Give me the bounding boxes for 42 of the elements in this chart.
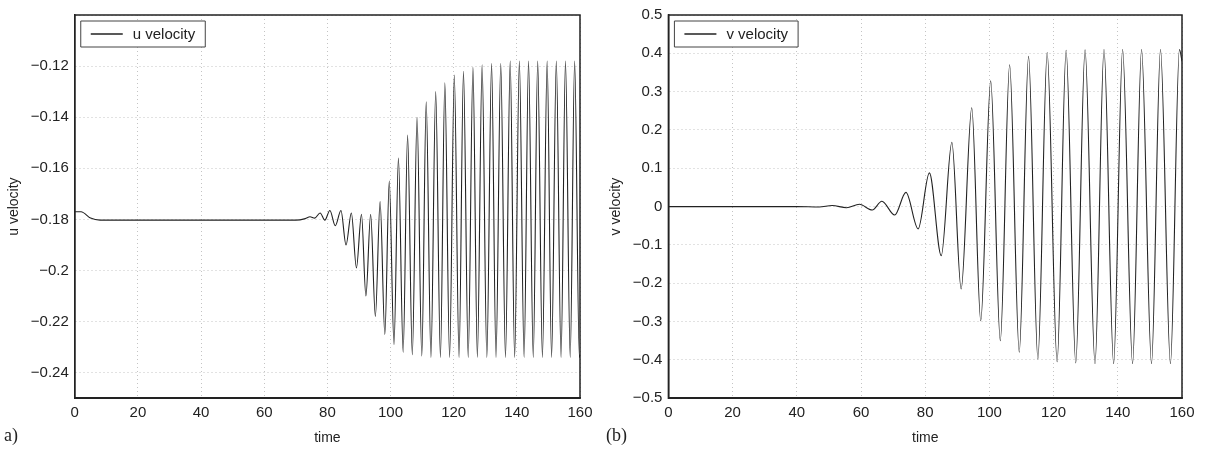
y-tick-label: −0.12 [30,56,69,74]
y-tick-label: −0.24 [30,362,69,380]
x-tick-label: 140 [504,403,530,421]
y-axis-title: v velocity [607,177,624,236]
y-tick-label: 0.3 [641,81,663,99]
x-tick-label: 40 [788,403,806,421]
y-tick-label: 0.5 [641,5,663,23]
y-tick-label: 0.1 [641,158,663,176]
y-tick-label: 0.4 [641,43,663,61]
text: a) [4,424,18,446]
x-tick-label: 120 [441,403,467,421]
y-tick-label: 0.2 [641,120,663,138]
x-tick-label: 140 [1105,403,1131,421]
x-tick-label: 60 [255,403,273,421]
y-tick-label: −0.22 [30,311,69,329]
y-axis-title: u velocity [5,177,22,236]
x-tick-label: 20 [724,403,741,421]
y-tick-label: −0.2 [39,260,69,278]
y-tick-label: −0.14 [30,107,69,125]
x-tick-label: 100 [378,403,404,421]
x-tick-label: 160 [567,403,593,421]
legend-label: v velocity [726,25,789,43]
x-tick-label: 60 [852,403,870,421]
y-tick-label: −0.3 [632,311,663,329]
x-tick-label: 100 [976,403,1002,421]
x-axis-title: time [911,429,939,446]
x-axis-title: time [314,429,341,446]
y-tick-label: −0.5 [632,388,663,406]
y-tick-label: −0.1 [632,235,663,253]
x-tick-label: 120 [1041,403,1067,421]
y-tick-label: −0.2 [632,273,663,291]
legend-label: u velocity [132,25,196,43]
y-tick-label: 0 [654,196,663,214]
x-tick-label: 20 [129,403,147,421]
text: (b) [606,424,627,446]
x-tick-label: 80 [319,403,336,421]
x-tick-label: 80 [916,403,934,421]
x-tick-label: 160 [1169,403,1195,421]
x-tick-label: 40 [192,403,210,421]
y-tick-label: −0.16 [30,158,69,176]
y-tick-label: −0.18 [30,209,69,227]
y-tick-label: −0.4 [632,350,663,368]
